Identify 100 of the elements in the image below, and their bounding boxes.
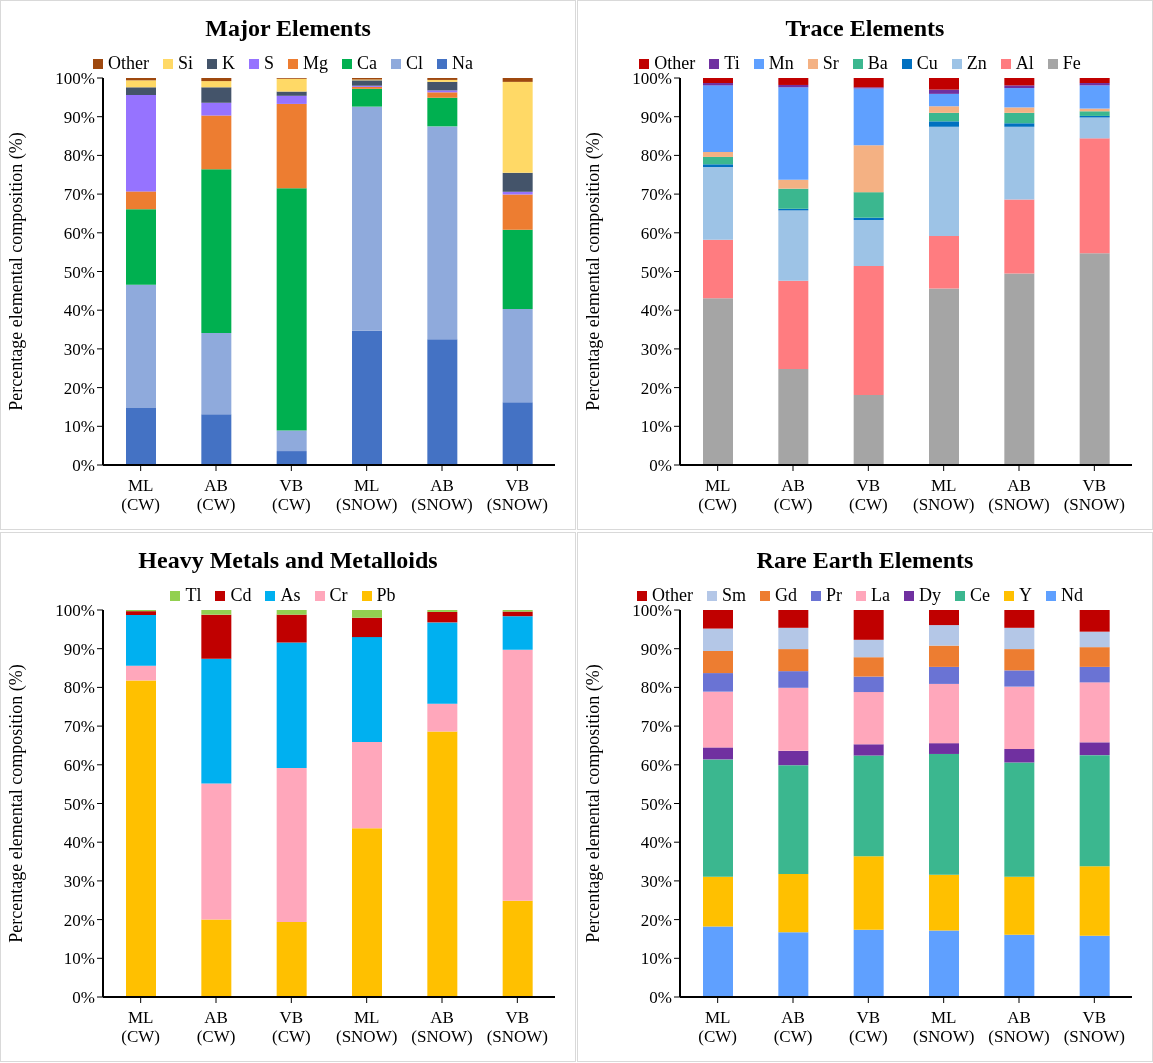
y-tick-label: 40% [63, 833, 95, 853]
legend-label: Gd [774, 585, 797, 606]
legend-label: Sm [721, 585, 746, 606]
x-tick-label: ML (CW) [698, 476, 738, 514]
y-tick-label: 60% [640, 223, 672, 243]
y-tick-label: 20% [640, 378, 672, 398]
y-tick-label: 30% [640, 871, 672, 891]
legend-label: Ce [969, 585, 990, 606]
legend-label: Cu [915, 53, 938, 74]
chart-title: Heavy Metals and Metalloids [137, 547, 439, 575]
y-tick-label: 80% [640, 146, 672, 166]
legend-label: Si [176, 53, 193, 74]
y-tick-label: 30% [63, 339, 95, 359]
x-tick-label: AB (CW) [196, 476, 236, 514]
y-tick-label: 50% [63, 794, 95, 814]
x-tick-label: VB (SNOW) [486, 476, 549, 514]
x-tick-label: ML (SNOW) [335, 476, 398, 514]
x-tick-label: ML (SNOW) [912, 476, 975, 514]
x-tick-label: ML (CW) [121, 476, 161, 514]
legend-label: Na [451, 53, 474, 74]
y-tick-label: 30% [63, 871, 95, 891]
y-tick-label: 20% [63, 910, 95, 930]
x-tick-label: VB (CW) [848, 1008, 888, 1046]
y-tick-label: 40% [63, 301, 95, 321]
chart-title: Rare Earth Elements [755, 547, 975, 575]
legend-label: Zn [965, 53, 987, 74]
legend-label: Ca [356, 53, 377, 74]
legend-label: Fe [1061, 53, 1081, 74]
y-tick-label: 0% [649, 988, 672, 1008]
y-tick-label: 70% [640, 185, 672, 205]
y-tick-label: 40% [640, 833, 672, 853]
x-tick-label: VB (CW) [271, 476, 311, 514]
y-tick-label: 90% [63, 107, 95, 127]
x-tick-label: ML (CW) [121, 1008, 161, 1046]
x-tick-label: AB (SNOW) [988, 1008, 1050, 1046]
y-tick-label: 90% [640, 107, 672, 127]
x-tick-label: AB (SNOW) [411, 476, 473, 514]
y-tick-label: 70% [640, 717, 672, 737]
legend-label: Y [1018, 585, 1032, 606]
x-tick-label: VB (SNOW) [1063, 1008, 1126, 1046]
x-tick-label: VB (SNOW) [486, 1008, 549, 1046]
legend-label: S [262, 53, 274, 74]
y-tick-label: 10% [640, 949, 672, 969]
legend-label: Dy [918, 585, 941, 606]
legend-label: Tl [184, 585, 202, 606]
legend-label: As [279, 585, 301, 606]
legend-label: Mg [302, 53, 328, 74]
y-tick-label: 70% [63, 717, 95, 737]
y-tick-label: 90% [640, 639, 672, 659]
y-tick-label: 60% [63, 223, 95, 243]
y-axis-title: Percentage elemental composition (%) [583, 664, 605, 943]
y-tick-label: 80% [63, 678, 95, 698]
y-tick-label: 10% [640, 417, 672, 437]
x-tick-label: AB (SNOW) [411, 1008, 473, 1046]
y-tick-label: 0% [72, 988, 95, 1008]
legend-label: Al [1014, 53, 1034, 74]
y-axis-title: Percentage elemental composition (%) [6, 664, 28, 943]
y-tick-label: 100% [55, 601, 95, 621]
y-tick-label: 50% [640, 262, 672, 282]
y-tick-label: 30% [640, 339, 672, 359]
y-tick-label: 60% [640, 755, 672, 775]
x-tick-label: ML (SNOW) [912, 1008, 975, 1046]
chart-title: Trace Elements [784, 15, 946, 43]
legend-label: Ti [723, 53, 740, 74]
y-tick-label: 0% [72, 456, 95, 476]
y-tick-label: 80% [63, 146, 95, 166]
y-tick-label: 70% [63, 185, 95, 205]
chart-title: Major Elements [204, 15, 372, 43]
x-tick-label: AB (CW) [773, 476, 813, 514]
x-tick-label: VB (SNOW) [1063, 476, 1126, 514]
x-tick-label: VB (CW) [271, 1008, 311, 1046]
y-tick-label: 20% [640, 910, 672, 930]
x-tick-label: VB (CW) [848, 476, 888, 514]
y-tick-label: 10% [63, 417, 95, 437]
y-tick-label: 90% [63, 639, 95, 659]
legend-label: La [870, 585, 890, 606]
x-tick-label: ML (CW) [698, 1008, 738, 1046]
legend-label: Pr [825, 585, 843, 606]
x-tick-label: AB (CW) [196, 1008, 236, 1046]
y-tick-label: 20% [63, 378, 95, 398]
y-axis-title: Percentage elemental composition (%) [583, 132, 605, 411]
y-axis-title: Percentage elemental composition (%) [6, 132, 28, 411]
legend-label: Cr [328, 585, 348, 606]
legend-label: Other [107, 53, 149, 73]
legend-label: Sr [821, 53, 839, 74]
legend-label: Cl [405, 53, 424, 74]
y-tick-label: 0% [649, 456, 672, 476]
y-tick-label: 40% [640, 301, 672, 321]
x-tick-label: ML (SNOW) [335, 1008, 398, 1046]
legend-label: Cd [229, 585, 252, 606]
y-tick-label: 60% [63, 755, 95, 775]
x-tick-label: AB (CW) [773, 1008, 813, 1046]
y-tick-label: 50% [63, 262, 95, 282]
y-tick-label: 10% [63, 949, 95, 969]
y-tick-label: 100% [55, 69, 95, 89]
y-tick-label: 50% [640, 794, 672, 814]
legend-label: Pb [375, 585, 396, 606]
legend-label: Nd [1060, 585, 1083, 606]
y-tick-label: 80% [640, 678, 672, 698]
legend-label: K [220, 53, 235, 74]
